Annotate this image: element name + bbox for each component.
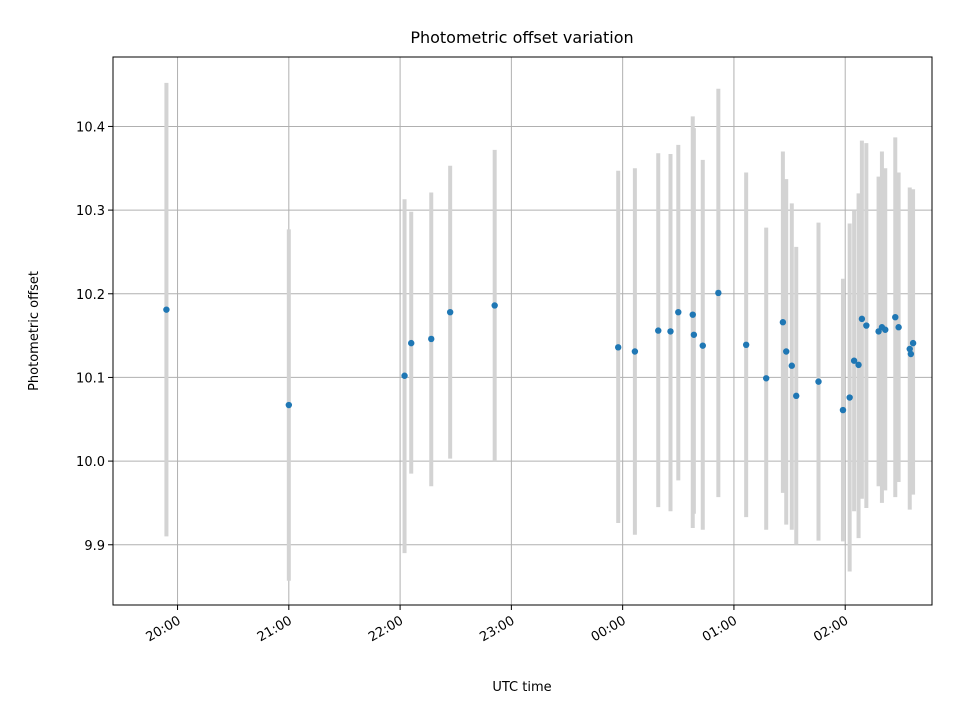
data-point: [690, 331, 698, 338]
y-tick-label: 9.9: [84, 539, 105, 554]
data-point: [689, 311, 696, 318]
data-point: [163, 306, 170, 313]
data-point: [882, 326, 889, 333]
data-point: [285, 401, 293, 409]
data-point: [858, 315, 866, 323]
data-point: [906, 345, 913, 353]
y-tick-labels: 9.9 10.0 10.1 10.2 10.3 10.4: [76, 120, 105, 553]
y-tick-label: 10.1: [76, 371, 105, 386]
data-point: [779, 319, 787, 326]
data-point: [863, 322, 870, 329]
data-point: [855, 361, 862, 369]
data-point: [788, 362, 795, 369]
data-point: [655, 327, 662, 334]
y-axis-label: Photometric offset: [27, 271, 42, 391]
x-axis-label: UTC time: [492, 680, 551, 695]
data-point: [892, 313, 899, 321]
data-point: [895, 324, 902, 331]
y-tick-label: 10.3: [76, 204, 105, 219]
data-point: [909, 339, 917, 347]
data-point: [614, 344, 622, 351]
data-point: [783, 348, 790, 355]
data-point: [408, 339, 415, 347]
data-point: [675, 308, 682, 316]
data-point: [715, 289, 722, 297]
data-point: [793, 392, 800, 400]
data-point: [846, 394, 853, 401]
data-points: [163, 289, 917, 414]
data-point: [850, 357, 858, 364]
data-point: [401, 372, 408, 379]
data-point: [815, 378, 822, 385]
data-point: [907, 350, 915, 358]
data-point: [428, 335, 435, 343]
data-point: [839, 406, 847, 414]
data-point: [446, 308, 454, 316]
plot-frame: [112, 56, 933, 606]
data-point: [667, 328, 674, 335]
data-point: [491, 302, 498, 309]
axis-ticks: [108, 125, 846, 610]
data-point: [631, 348, 639, 355]
chart-title: Photometric offset variation: [410, 28, 633, 47]
data-point: [762, 375, 770, 382]
data-point: [742, 341, 750, 349]
data-point: [699, 342, 706, 349]
y-tick-label: 10.0: [76, 455, 105, 470]
y-tick-label: 10.2: [76, 288, 105, 303]
y-tick-label: 10.4: [76, 120, 105, 135]
